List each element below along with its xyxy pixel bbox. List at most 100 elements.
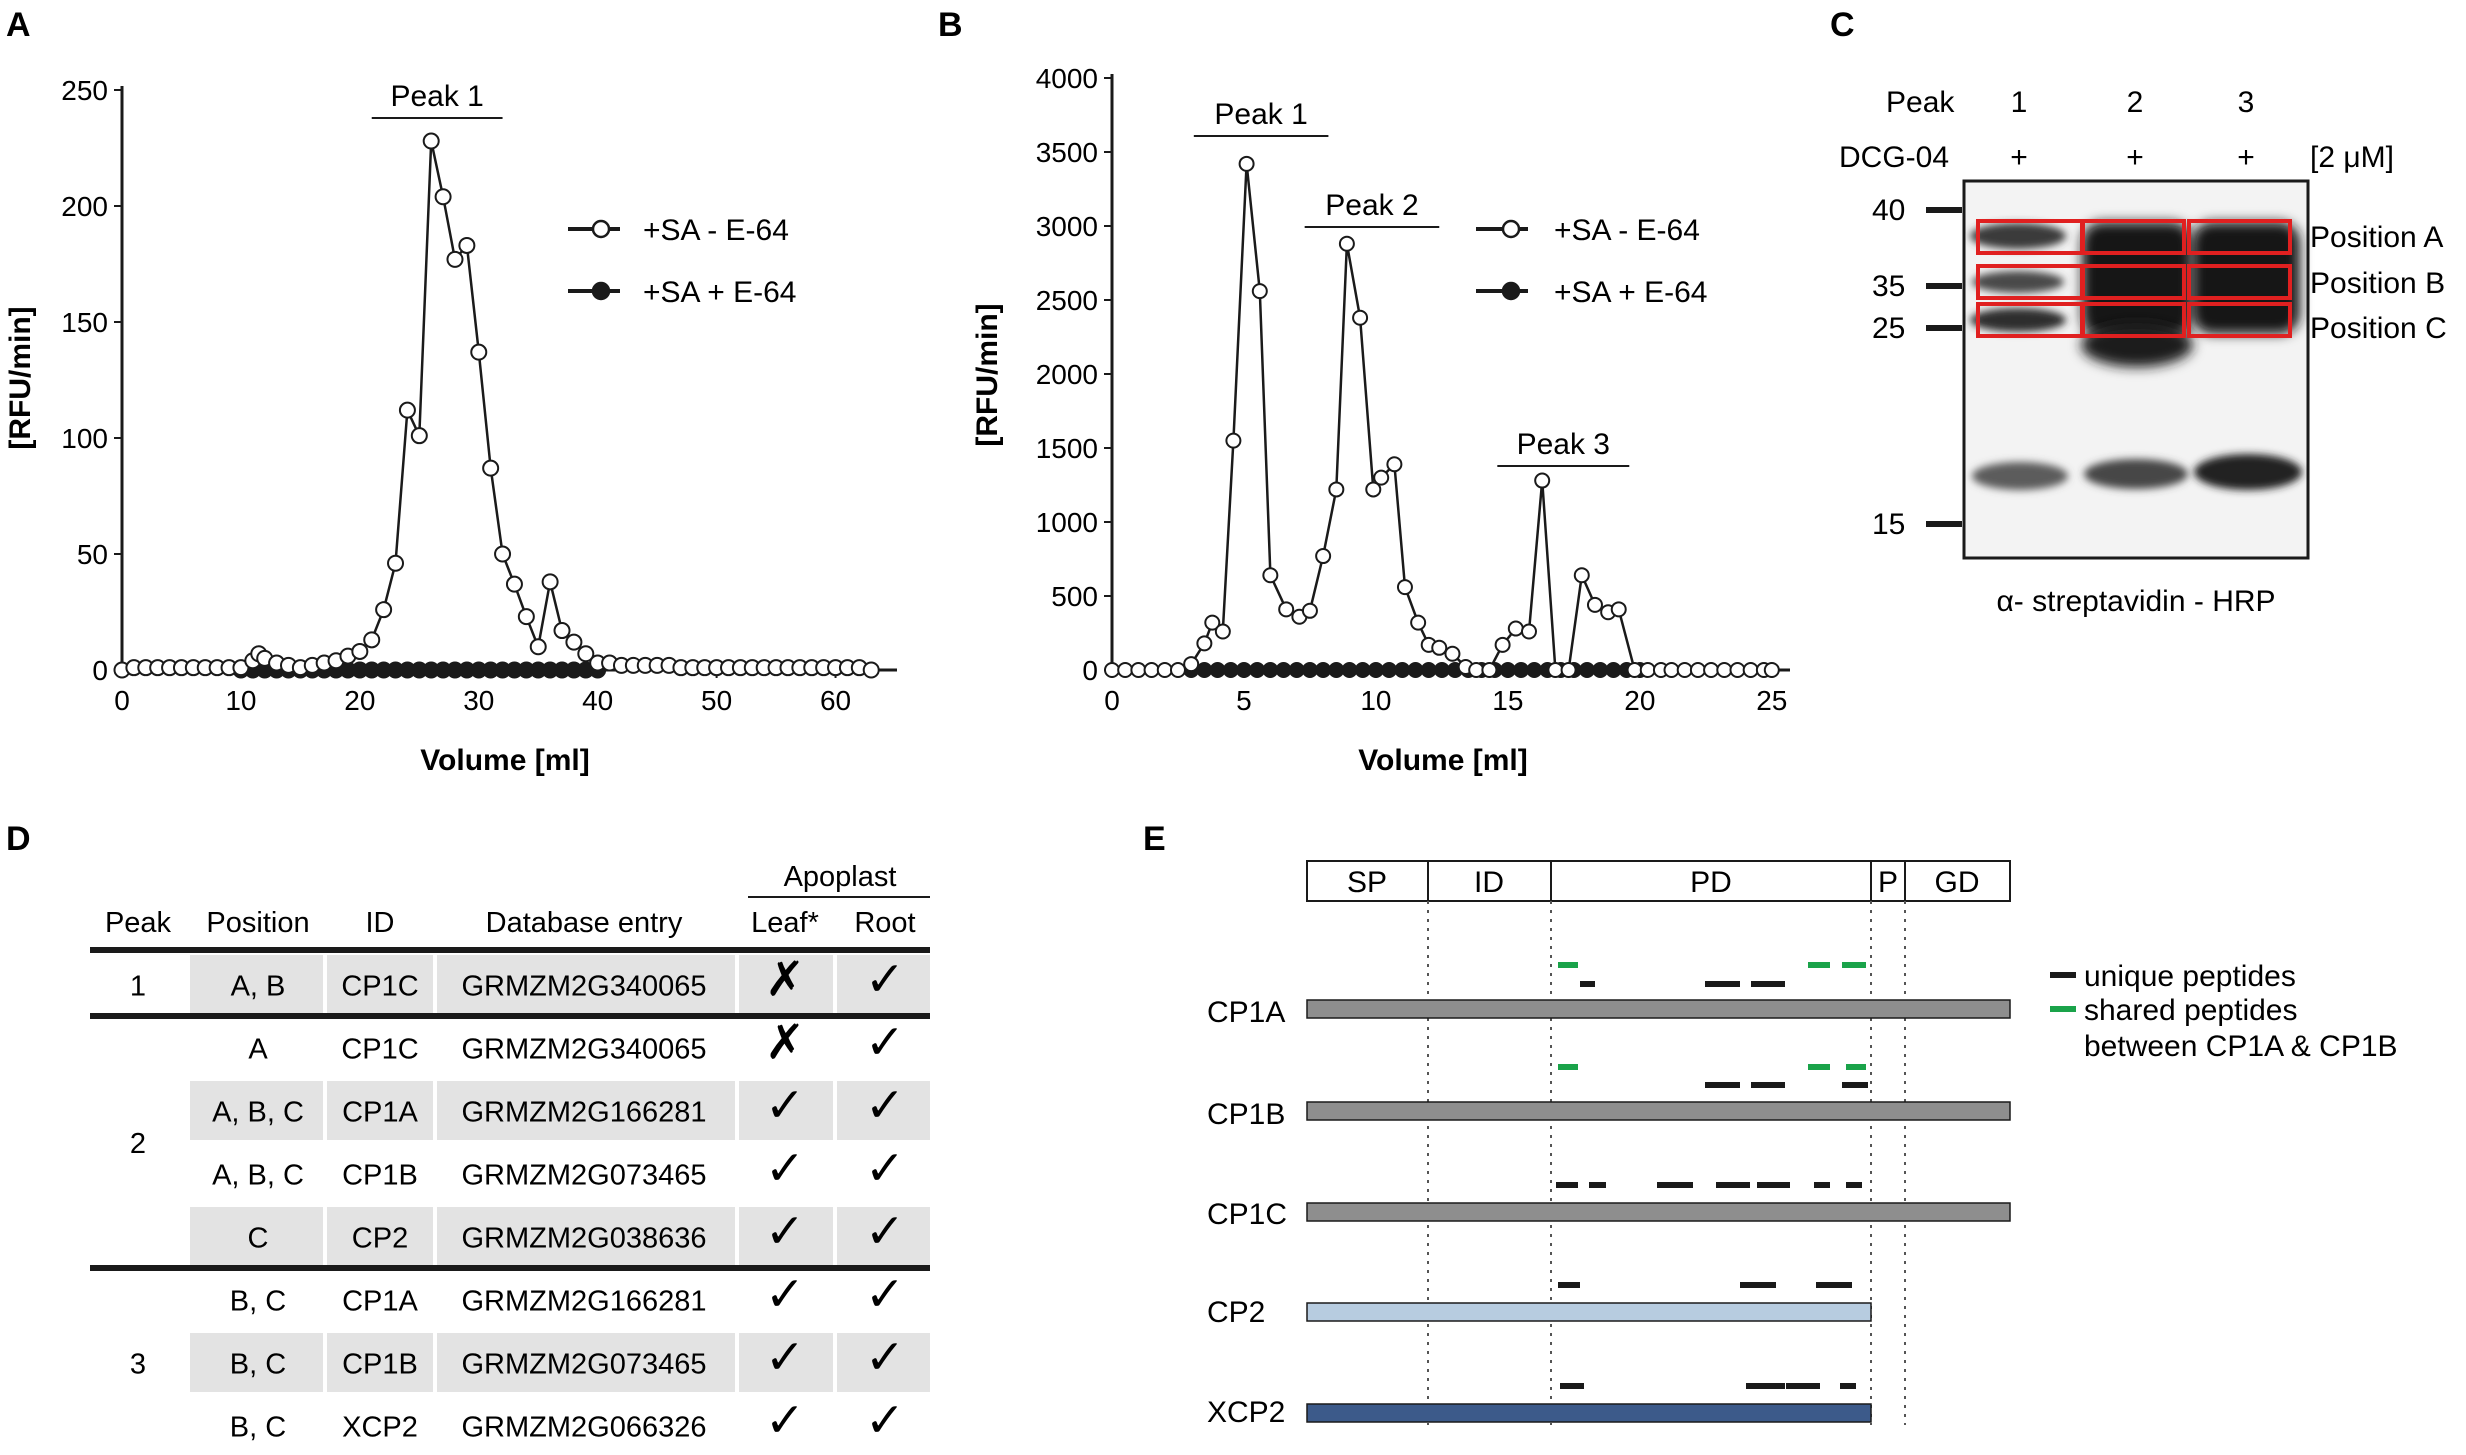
legend-a-series-1: +SA - E-64: [643, 214, 789, 247]
chartB-data-point: [1547, 662, 1564, 678]
domain-map: SP ID PD P GD CP1A CP1B CP1C CP2 XCP2: [1207, 860, 2398, 1429]
table-cell-root: ✓: [865, 1267, 905, 1323]
chartA-data-point: [387, 554, 405, 572]
chartA-y-tick-label: 150: [61, 307, 108, 338]
chartB-x-tick-label: 10: [1360, 685, 1391, 716]
gel-lane-1-label: 1: [2011, 86, 2028, 119]
table-cell-root: ✓: [865, 1141, 905, 1197]
chartB-x-tick-label: 15: [1492, 685, 1523, 716]
chartA-data-point: [541, 573, 559, 591]
chartA-data-point: [553, 622, 571, 640]
table-cell-root: ✓: [865, 1393, 905, 1449]
box-lane3-b: [2187, 264, 2292, 300]
table-cell-root: ✓: [865, 1015, 905, 1071]
table-cell-shade: [739, 1333, 833, 1392]
chartA-x-tick-label: 40: [582, 685, 613, 716]
table-header-root: Root: [854, 907, 915, 939]
protein-bar-cp1a: [1306, 999, 2011, 1019]
gel-lane-2-label: 2: [2127, 86, 2144, 119]
chartB-y-tick-label: 1500: [1036, 433, 1098, 464]
peptide-table: Apoplast Peak Position ID Database entry…: [90, 861, 930, 1449]
chartB-data-point: [1610, 601, 1627, 618]
table-cell-entry: GRMZM2G066326: [462, 1412, 707, 1444]
domain-id: ID: [1474, 866, 1504, 899]
chartB-y-tick-label: 3000: [1036, 211, 1098, 242]
table-cell-leaf: ✓: [765, 1078, 805, 1134]
chartB-data-point: [1354, 662, 1371, 678]
table-header-id: ID: [366, 907, 395, 939]
table-cell-id: XCP2: [342, 1412, 418, 1444]
table-header-leaf: Leaf*: [751, 907, 819, 939]
table-cell-position: A, B, C: [212, 1097, 304, 1129]
chartA-data-point: [363, 631, 381, 649]
legend-a-filled-circle-icon: [591, 281, 611, 301]
chartB-data-point: [1579, 662, 1596, 678]
chartA-y-tick-label: 0: [92, 655, 108, 686]
chartB-data-point: [1526, 662, 1543, 678]
chartA-data-point: [862, 661, 880, 679]
table-cell-root: ✓: [865, 1330, 905, 1386]
table-cell-shade: [739, 955, 833, 1014]
table-cell-position: B, C: [230, 1349, 286, 1381]
chartB-data-point: [1663, 662, 1680, 678]
chartB-data-point: [1703, 662, 1720, 678]
table-cell-shade: [837, 1333, 930, 1392]
mw-label-15: 15: [1872, 508, 1905, 541]
chartB-data-point: [1560, 662, 1577, 678]
chartA-data-point: [398, 401, 416, 419]
chartB-data-point: [1225, 432, 1242, 449]
chartB-data-point: [1301, 662, 1318, 678]
chartB-data-point: [1143, 662, 1160, 678]
legend-b-open-circle-icon: [1501, 219, 1521, 239]
table-cell-position: A, B: [231, 971, 286, 1003]
chart-b-legend: +SA - E-64 +SA + E-64: [1476, 214, 1707, 309]
table-cell-position: C: [248, 1223, 269, 1255]
table-cell-shade: [437, 955, 735, 1014]
chartB-data-point: [1592, 662, 1609, 678]
chartA-data-point: [434, 188, 452, 206]
chartB-data-point: [1275, 662, 1292, 678]
table-cell-shade: [437, 1207, 735, 1266]
chartB-data-point: [1169, 662, 1186, 678]
chartB-data-point: [1251, 283, 1268, 300]
chartA-x-tick-label: 10: [225, 685, 256, 716]
chartA-data-point: [422, 132, 440, 150]
chartB-data-point: [1278, 601, 1295, 618]
table-cell-position: A, B, C: [212, 1160, 304, 1192]
chartB-data-point: [1507, 620, 1524, 637]
table-header-position: Position: [206, 907, 309, 939]
position-boxes: [1976, 219, 2292, 338]
gel-peak-label: Peak: [1886, 86, 1955, 119]
chartA-data-point: [505, 575, 523, 593]
chartB-data-point: [1444, 645, 1461, 662]
peptide-legend: unique peptides shared peptides between …: [2050, 960, 2398, 1063]
protein-bar-cp1c: [1306, 1202, 2011, 1222]
chartA-y-tick-label: 50: [77, 539, 108, 570]
chartB-data-point: [1367, 662, 1384, 678]
chartB-x-tick-label: 20: [1624, 685, 1655, 716]
table-cell-leaf: ✓: [765, 1267, 805, 1323]
chartB-x-tick-label: 0: [1104, 685, 1120, 716]
protein-bar-cp2: [1306, 1302, 1872, 1322]
box-lane2-a: [2081, 219, 2186, 255]
chartA-y-tick-label: 250: [61, 75, 108, 106]
table-cell-leaf: ✗: [765, 1015, 805, 1071]
position-b-label: Position B: [2310, 267, 2445, 300]
panel-letter-a: A: [6, 6, 31, 44]
chartA-data-point: [458, 236, 476, 254]
chartB-data-point: [1288, 662, 1305, 678]
chart-b-axes: 0 5 10 15 20 25 0 500 1000 1500 2000 2500 3000 3500 40…: [1036, 63, 1790, 716]
table-cell-peak: 2: [130, 1128, 146, 1160]
band-lane1-c: [1970, 308, 2066, 332]
table-cell-shade: [327, 1207, 433, 1266]
protein-label-xcp2: XCP2: [1207, 1396, 1285, 1429]
chartA-peak-label: Peak 1: [390, 80, 483, 113]
table-cell-shade: [837, 955, 930, 1014]
table-cell-position: B, C: [230, 1412, 286, 1444]
mw-label-40: 40: [1872, 194, 1905, 227]
table-cell-entry: GRMZM2G166281: [462, 1097, 707, 1129]
table-header-entry: Database entry: [486, 907, 683, 939]
chartB-data-point: [1481, 662, 1498, 678]
chartB-data-point: [1513, 662, 1530, 678]
table-cell-leaf: ✓: [765, 1141, 805, 1197]
